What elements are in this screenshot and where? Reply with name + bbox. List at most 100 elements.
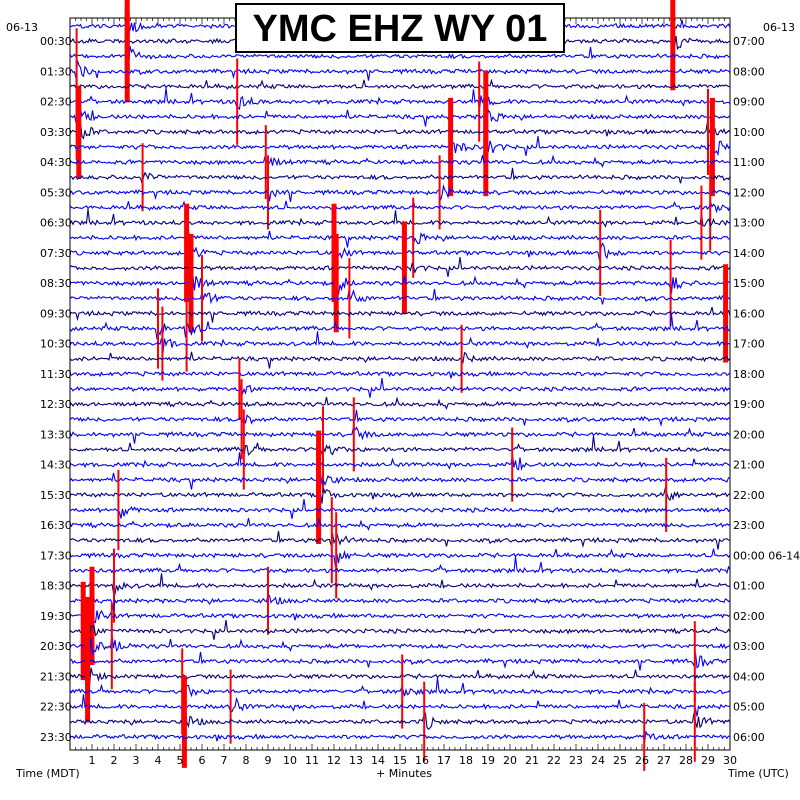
clipped-event-mark: [693, 621, 696, 702]
trace-line: [69, 167, 731, 185]
left-time-label: 17:30: [40, 549, 72, 562]
clipped-event-mark: [401, 654, 404, 729]
trace-line: [69, 269, 731, 295]
left-time-label: 02:30: [40, 96, 72, 109]
left-time-label: 11:30: [40, 368, 72, 381]
trace-line: [69, 208, 731, 228]
date-right-label: 06-13: [763, 21, 795, 34]
x-axis-right-caption: Time (UTC): [727, 767, 789, 780]
trace-line: [69, 136, 731, 157]
clipped-event-mark: [184, 203, 190, 303]
x-tick-label: 27: [657, 754, 671, 767]
clipped-event-mark: [330, 497, 333, 584]
clipped-event-mark: [229, 669, 232, 744]
x-tick-label: 9: [265, 754, 272, 767]
right-time-label: 11:00: [733, 156, 765, 169]
right-time-label: 19:00: [733, 398, 765, 411]
right-time-label: 09:00: [733, 96, 765, 109]
clipped-event-mark: [181, 675, 187, 768]
trace-line: [69, 730, 731, 743]
trace-line: [69, 604, 731, 624]
right-time-label: 22:00: [733, 489, 765, 502]
right-time-label: 04:00: [733, 670, 765, 683]
right-time-label: 21:00: [733, 459, 765, 472]
right-time-label: 14:00: [733, 247, 765, 260]
trace-line: [69, 556, 731, 575]
left-time-label: 19:30: [40, 610, 72, 623]
clipped-event-mark: [267, 155, 269, 230]
left-time-label: 09:30: [40, 307, 72, 320]
trace-line: [69, 199, 731, 214]
x-tick-label: 7: [221, 754, 228, 767]
trace-group: [69, 0, 731, 771]
right-time-label: 17:00: [733, 338, 765, 351]
x-tick-label: 25: [613, 754, 627, 767]
trace-line: [69, 154, 731, 168]
x-tick-label: 6: [199, 754, 206, 767]
right-time-label: 03:00: [733, 640, 765, 653]
clipped-event-mark: [242, 409, 245, 490]
clipped-event-mark: [669, 240, 672, 327]
right-time-label: 08:00: [733, 65, 765, 78]
trace-line: [69, 351, 731, 369]
right-time-label: 06:00: [733, 731, 765, 744]
right-time-label: 00:00 06-14: [733, 549, 800, 562]
right-time-label: 23:00: [733, 519, 765, 532]
title-box: [235, 3, 565, 53]
trace-line: [69, 472, 731, 490]
x-tick-label: 24: [591, 754, 605, 767]
clipped-event-mark: [141, 143, 144, 212]
x-tick-label: 26: [635, 754, 649, 767]
clipped-event-mark: [236, 58, 239, 145]
clipped-event-mark: [438, 155, 441, 230]
left-time-label: 00:30: [40, 35, 72, 48]
right-time-label: 01:00: [733, 580, 765, 593]
right-time-label: 16:00: [733, 307, 765, 320]
clipped-event-mark: [157, 288, 159, 369]
clipped-event-mark: [423, 681, 426, 762]
trace-line: [69, 665, 731, 686]
trace-line: [69, 78, 731, 90]
clipped-event-mark: [693, 681, 696, 762]
clipped-event-mark: [333, 233, 339, 333]
right-time-label: 15:00: [733, 277, 765, 290]
trace-line: [69, 378, 731, 398]
trace-line: [69, 230, 731, 248]
trace-line: [69, 331, 731, 354]
clipped-event-mark: [483, 97, 489, 197]
trace-line: [69, 677, 731, 698]
trace-line: [69, 634, 731, 658]
left-time-label: 18:30: [40, 580, 72, 593]
clipped-event-mark: [643, 702, 646, 771]
left-time-label: 16:30: [40, 519, 72, 532]
trace-line: [69, 694, 731, 717]
left-time-label: 03:30: [40, 126, 72, 139]
trace-line: [69, 106, 731, 127]
trace-line: [69, 46, 731, 67]
clipped-event-mark: [709, 164, 712, 251]
left-time-label: 07:30: [40, 247, 72, 260]
clipped-event-mark: [665, 457, 668, 532]
x-tick-label: 17: [437, 754, 451, 767]
clipped-event-mark: [85, 630, 91, 723]
trace-line: [69, 257, 731, 277]
date-left-label: 06-13: [6, 21, 38, 34]
clipped-event-mark: [240, 379, 243, 460]
clipped-event-mark: [80, 581, 86, 681]
right-time-label: 20:00: [733, 428, 765, 441]
right-time-label: 18:00: [733, 368, 765, 381]
trace-line: [69, 314, 731, 340]
right-time-label: 13:00: [733, 217, 765, 230]
trace-line: [69, 241, 731, 261]
trace-line: [69, 710, 731, 730]
clipped-event-mark: [448, 97, 454, 197]
left-time-label: 06:30: [40, 217, 72, 230]
x-tick-label: 21: [525, 754, 539, 767]
trace-line: [69, 548, 731, 567]
clipped-event-mark: [460, 324, 463, 393]
left-time-label: 12:30: [40, 398, 72, 411]
clipped-event-mark: [670, 0, 676, 91]
clipped-event-mark: [267, 566, 269, 635]
clipped-event-mark: [75, 28, 78, 115]
x-tick-label: 10: [283, 754, 297, 767]
